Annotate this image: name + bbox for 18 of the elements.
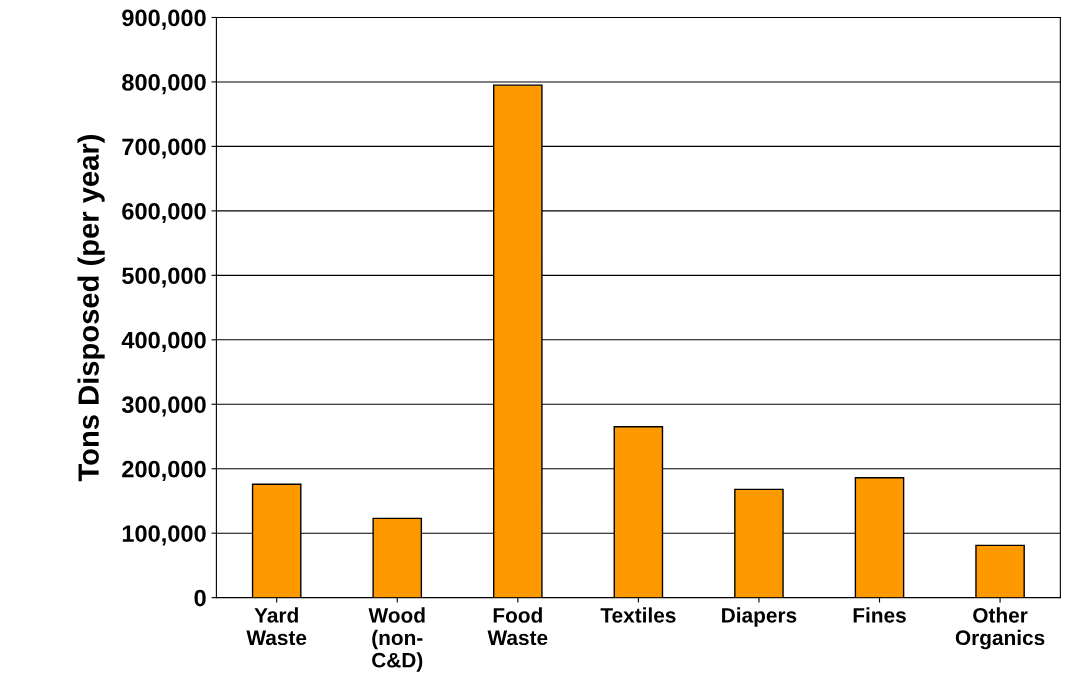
y-axis-title: Tons Disposed (per year) [77,135,105,482]
y-tick-label: 800,000 [122,74,206,95]
x-tick-label: Diapers [722,607,797,627]
x-tick-label: Wood (non- C&D) [368,607,425,672]
y-tick-label: 500,000 [122,267,206,288]
x-tick-label: Yard Waste [246,607,307,646]
x-tick-label: Other Organics [955,607,1045,650]
y-tick-label: 400,000 [121,331,206,352]
y-tick-label: 200,000 [122,460,206,481]
y-tick-label: 0 [194,589,206,607]
y-tick-label: 700,000 [122,138,206,159]
y-tick-label: 300,000 [121,396,206,417]
y-tick-label: 100,000 [122,525,206,546]
y-tick-label: 900,000 [122,9,206,30]
x-tick-label: Food Waste [487,607,548,646]
x-tick-label: Textiles [600,607,676,623]
y-tick-label: 600,000 [122,202,206,224]
x-tick-label: Fines [853,607,906,623]
